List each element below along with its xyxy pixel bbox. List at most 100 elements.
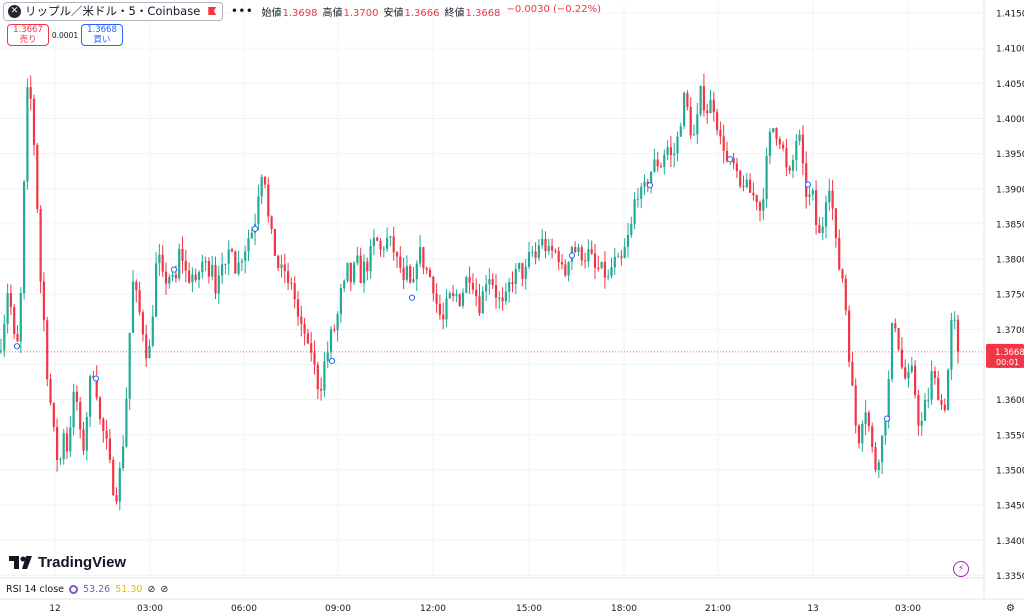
candle-body <box>557 251 560 263</box>
more-icon[interactable]: ••• <box>231 5 254 17</box>
candle-body <box>494 285 498 298</box>
candle-body <box>105 431 108 439</box>
candle-body <box>442 314 445 320</box>
candle-body <box>399 256 402 268</box>
flag-icon[interactable] <box>208 7 217 15</box>
x-tick-label: 12:00 <box>420 604 446 614</box>
rsi-source-icon[interactable] <box>69 585 79 594</box>
candle-body <box>686 92 689 107</box>
candle-body <box>610 267 613 277</box>
sell-price: 1.3667 <box>13 25 43 35</box>
candle-body <box>353 263 356 283</box>
candle-body <box>633 199 636 224</box>
candle-body <box>138 290 141 313</box>
candle-body <box>339 288 342 315</box>
y-tick-label: 1.3450 <box>996 502 1024 512</box>
candle-body <box>240 260 243 263</box>
buy-button[interactable]: 1.3668 買い <box>81 24 123 46</box>
candle-body <box>666 147 669 155</box>
sell-button[interactable]: 1.3667 売り <box>7 24 49 46</box>
candle-body <box>584 260 587 262</box>
symbol-search-pill[interactable]: ✕ リップル／米ドル・5・Coinbase <box>3 1 224 21</box>
candle-body <box>174 274 177 279</box>
candle-body <box>824 202 828 227</box>
candle-body <box>815 190 818 226</box>
candle-body <box>488 279 491 285</box>
candle-body <box>204 261 207 263</box>
rsi-legend: RSI 14 close 53.26 51.30 ⊘ ⊘ <box>6 584 168 595</box>
candle-body <box>692 134 696 136</box>
candle-body <box>745 179 748 188</box>
candle-body <box>702 86 705 111</box>
candle-body <box>818 225 821 234</box>
hide-icon[interactable]: ⊘ <box>147 584 156 595</box>
candle-body <box>791 159 795 171</box>
candle-body <box>108 438 111 460</box>
candle-body <box>382 248 385 250</box>
candle-body <box>435 293 438 304</box>
x-tick-label: 12 <box>49 604 60 614</box>
candle-body <box>768 131 771 156</box>
event-marker <box>328 357 336 365</box>
x-tick-label: 03:00 <box>137 604 163 614</box>
candle-body <box>412 279 415 283</box>
x-tick-label: 15:00 <box>516 604 542 614</box>
candle-body <box>306 333 309 344</box>
candle-body <box>26 87 29 182</box>
candle-body <box>217 275 220 294</box>
candle-body <box>755 195 758 203</box>
y-tick-label: 1.3900 <box>996 185 1024 195</box>
candle-body <box>313 352 316 365</box>
candle-body <box>201 261 204 273</box>
candle-body <box>9 293 12 307</box>
candle-body <box>534 251 537 258</box>
candle-body <box>65 433 69 452</box>
event-marker <box>251 225 259 232</box>
candle-body <box>392 236 395 253</box>
candle-body <box>181 248 184 261</box>
candle-body <box>531 251 534 253</box>
candle-body <box>887 378 890 422</box>
candle-body <box>725 150 729 161</box>
change-value: −0.0030 (−0.22%) <box>506 3 601 15</box>
symbol-name[interactable]: リップル／米ドル・5・Coinbase <box>25 4 201 18</box>
rsi-label[interactable]: RSI 14 close <box>6 584 65 595</box>
candle-body <box>897 328 900 350</box>
candle-body <box>537 245 540 258</box>
candle-body <box>56 426 59 461</box>
candle-body <box>656 159 659 167</box>
candle-body <box>696 114 699 135</box>
candle-body <box>831 190 834 209</box>
candle-body <box>402 267 405 280</box>
candle-body <box>36 144 39 210</box>
candle-body <box>894 323 897 329</box>
candle-body <box>151 316 154 346</box>
trade-panel: 1.3667 売り 0.0001 1.3668 買い <box>7 24 123 46</box>
candle-body <box>194 274 197 280</box>
candle-body <box>0 350 3 352</box>
x-tick-label: 03:00 <box>895 604 921 614</box>
candle-body <box>237 262 240 274</box>
candle-body <box>735 163 738 172</box>
candles <box>0 73 960 511</box>
tradingview-logo[interactable]: TradingView <box>9 554 126 571</box>
event-marker <box>804 181 812 188</box>
candle-body <box>280 264 283 268</box>
candle-body <box>795 140 798 160</box>
candle-body <box>871 426 874 448</box>
candle-body <box>62 433 65 460</box>
candle-body <box>821 226 824 234</box>
candle-body <box>501 297 504 302</box>
tradingview-logo-icon <box>9 556 32 569</box>
candle-body <box>785 148 788 168</box>
candle-body <box>683 92 686 127</box>
candle-body <box>689 106 692 136</box>
candle-body <box>943 404 946 411</box>
lightning-icon[interactable]: ⚡ <box>953 561 969 577</box>
hide-icon[interactable]: ⊘ <box>160 584 169 595</box>
candle-body <box>23 181 26 294</box>
event-marker <box>408 294 416 301</box>
open-value: 1.3698 <box>282 7 318 19</box>
candle-body <box>877 462 880 471</box>
